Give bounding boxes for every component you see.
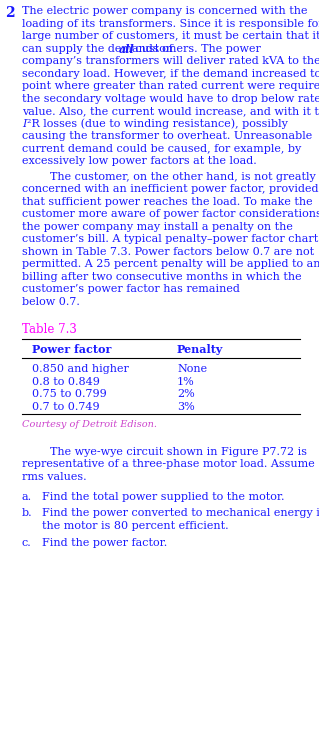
Text: 0.7 to 0.749: 0.7 to 0.749	[32, 402, 100, 411]
Text: b.: b.	[22, 509, 33, 519]
Text: representative of a three-phase motor load. Assume: representative of a three-phase motor lo…	[22, 459, 315, 469]
Text: Table 7.3: Table 7.3	[22, 323, 77, 336]
Text: 0.75 to 0.799: 0.75 to 0.799	[32, 389, 107, 399]
Text: Penalty: Penalty	[177, 343, 223, 354]
Text: the secondary voltage would have to drop below rated: the secondary voltage would have to drop…	[22, 94, 319, 103]
Text: company’s transformers will deliver rated kVA to the: company’s transformers will deliver rate…	[22, 56, 319, 66]
Text: below 0.7.: below 0.7.	[22, 296, 80, 307]
Text: the power company may install a penalty on the: the power company may install a penalty …	[22, 222, 293, 231]
Text: The electric power company is concerned with the: The electric power company is concerned …	[22, 6, 308, 16]
Text: 1%: 1%	[177, 377, 195, 386]
Text: a.: a.	[22, 492, 32, 502]
Text: ²R losses (due to winding resistance), possibly: ²R losses (due to winding resistance), p…	[27, 119, 288, 129]
Text: customer’s power factor has remained: customer’s power factor has remained	[22, 284, 240, 294]
Text: loading of its transformers. Since it is responsible for a: loading of its transformers. Since it is…	[22, 18, 319, 29]
Text: Courtesy of Detroit Edison.: Courtesy of Detroit Edison.	[22, 420, 157, 429]
Text: current demand could be caused, for example, by: current demand could be caused, for exam…	[22, 144, 301, 153]
Text: the motor is 80 percent efficient.: the motor is 80 percent efficient.	[42, 521, 229, 531]
Text: 0.8 to 0.849: 0.8 to 0.849	[32, 377, 100, 386]
Text: Find the power factor.: Find the power factor.	[42, 537, 167, 548]
Text: customers. The power: customers. The power	[132, 43, 261, 54]
Text: large number of customers, it must be certain that it: large number of customers, it must be ce…	[22, 31, 319, 41]
Text: excessively low power factors at the load.: excessively low power factors at the loa…	[22, 156, 257, 166]
Text: point where greater than rated current were required,: point where greater than rated current w…	[22, 81, 319, 91]
Text: Find the power converted to mechanical energy if: Find the power converted to mechanical e…	[42, 509, 319, 519]
Text: 3%: 3%	[177, 402, 195, 411]
Text: The customer, on the other hand, is not greatly: The customer, on the other hand, is not …	[50, 172, 316, 181]
Text: all: all	[119, 43, 135, 55]
Text: customer’s bill. A typical penalty–power factor chart is: customer’s bill. A typical penalty–power…	[22, 234, 319, 244]
Text: None: None	[177, 364, 207, 374]
Text: value. Also, the current would increase, and with it the: value. Also, the current would increase,…	[22, 106, 319, 116]
Text: concerned with an inefficient power factor, provided: concerned with an inefficient power fact…	[22, 184, 318, 194]
Text: 0.850 and higher: 0.850 and higher	[32, 364, 129, 374]
Text: can supply the demands of: can supply the demands of	[22, 43, 176, 54]
Text: 2%: 2%	[177, 389, 195, 399]
Text: secondary load. However, if the demand increased to a: secondary load. However, if the demand i…	[22, 69, 319, 79]
Text: The wye-wye circuit shown in Figure P7.72 is: The wye-wye circuit shown in Figure P7.7…	[50, 447, 307, 456]
Text: shown in Table 7.3. Power factors below 0.7 are not: shown in Table 7.3. Power factors below …	[22, 246, 314, 256]
Text: permitted. A 25 percent penalty will be applied to any: permitted. A 25 percent penalty will be …	[22, 259, 319, 269]
Text: Power factor: Power factor	[32, 343, 111, 354]
Text: causing the transformer to overheat. Unreasonable: causing the transformer to overheat. Unr…	[22, 131, 312, 141]
Text: billing after two consecutive months in which the: billing after two consecutive months in …	[22, 271, 302, 282]
Text: customer more aware of power factor considerations,: customer more aware of power factor cons…	[22, 209, 319, 219]
Text: c.: c.	[22, 537, 32, 548]
Text: I: I	[22, 119, 26, 128]
Text: 2: 2	[5, 6, 15, 20]
Text: Find the total power supplied to the motor.: Find the total power supplied to the mot…	[42, 492, 285, 502]
Text: rms values.: rms values.	[22, 472, 87, 481]
Text: that sufficient power reaches the load. To make the: that sufficient power reaches the load. …	[22, 197, 313, 206]
